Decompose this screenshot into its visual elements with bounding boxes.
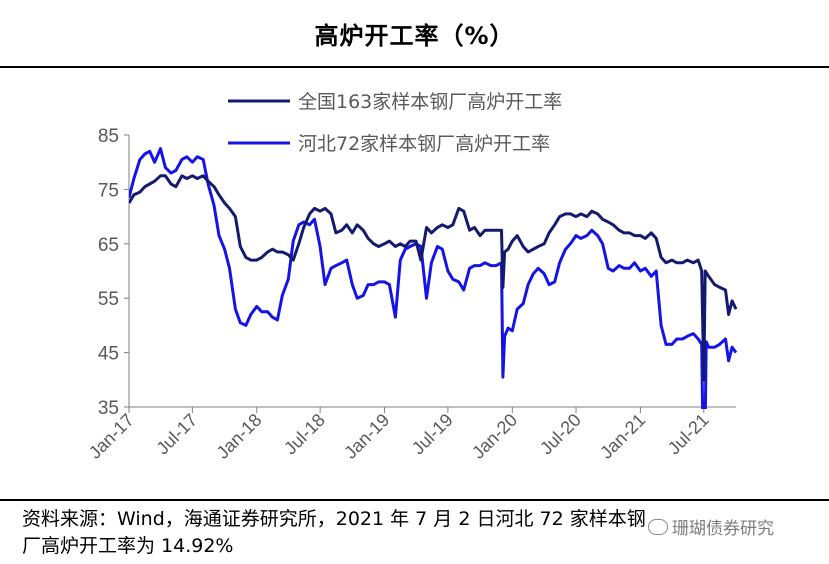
bottom-rule: [0, 499, 829, 501]
y-tick-label: 65: [98, 235, 119, 256]
x-tick-label: Jan-21: [596, 410, 649, 463]
watermark-text: 珊瑚债券研究: [672, 519, 774, 539]
x-tick-label: Jul-20: [536, 410, 585, 459]
x-axis: Jan-17 Jul-17 Jan-18 Jul-18 Jan-19 Jul-19 Jan-…: [85, 406, 736, 463]
legend-label-1: 全国163家样本钢厂高炉开工率: [298, 91, 562, 113]
x-tick-label: Jan-18: [213, 410, 266, 463]
y-tick-label: 85: [98, 126, 119, 147]
legend-label-2: 河北72家样本钢厂高炉开工率: [298, 133, 550, 155]
series-line-2: [129, 147, 738, 409]
x-tick-label: Jul-18: [280, 410, 329, 459]
y-tick-label: 75: [98, 180, 119, 201]
watermark: 珊瑚债券研究: [648, 514, 774, 539]
x-tick-label: Jan-19: [340, 410, 393, 463]
top-rule: [0, 66, 829, 68]
wechat-icon: [648, 518, 668, 535]
source-note-line-2: 厂高炉开工率为 14.92%: [22, 535, 234, 557]
source-note: 资料来源：Wind，海通证券研究所，2021 年 7 月 2 日河北 72 家样…: [22, 506, 822, 560]
series-line-1: [129, 174, 738, 382]
source-note-line-1: 资料来源：Wind，海通证券研究所，2021 年 7 月 2 日河北 72 家样…: [22, 508, 646, 530]
x-tick-label: Jan-20: [468, 410, 521, 463]
y-tick-label: 55: [98, 289, 119, 310]
chart-series: [129, 147, 738, 409]
y-axis: 35 45 55 65 75 85: [98, 126, 130, 419]
y-tick-label: 45: [98, 344, 119, 365]
chart-title: 高炉开工率（%）: [314, 21, 515, 50]
x-tick-label: Jul-17: [152, 410, 201, 459]
x-tick-label: Jul-21: [664, 410, 713, 459]
x-tick-label: Jul-19: [408, 410, 457, 459]
y-tick-label: 35: [98, 398, 119, 419]
